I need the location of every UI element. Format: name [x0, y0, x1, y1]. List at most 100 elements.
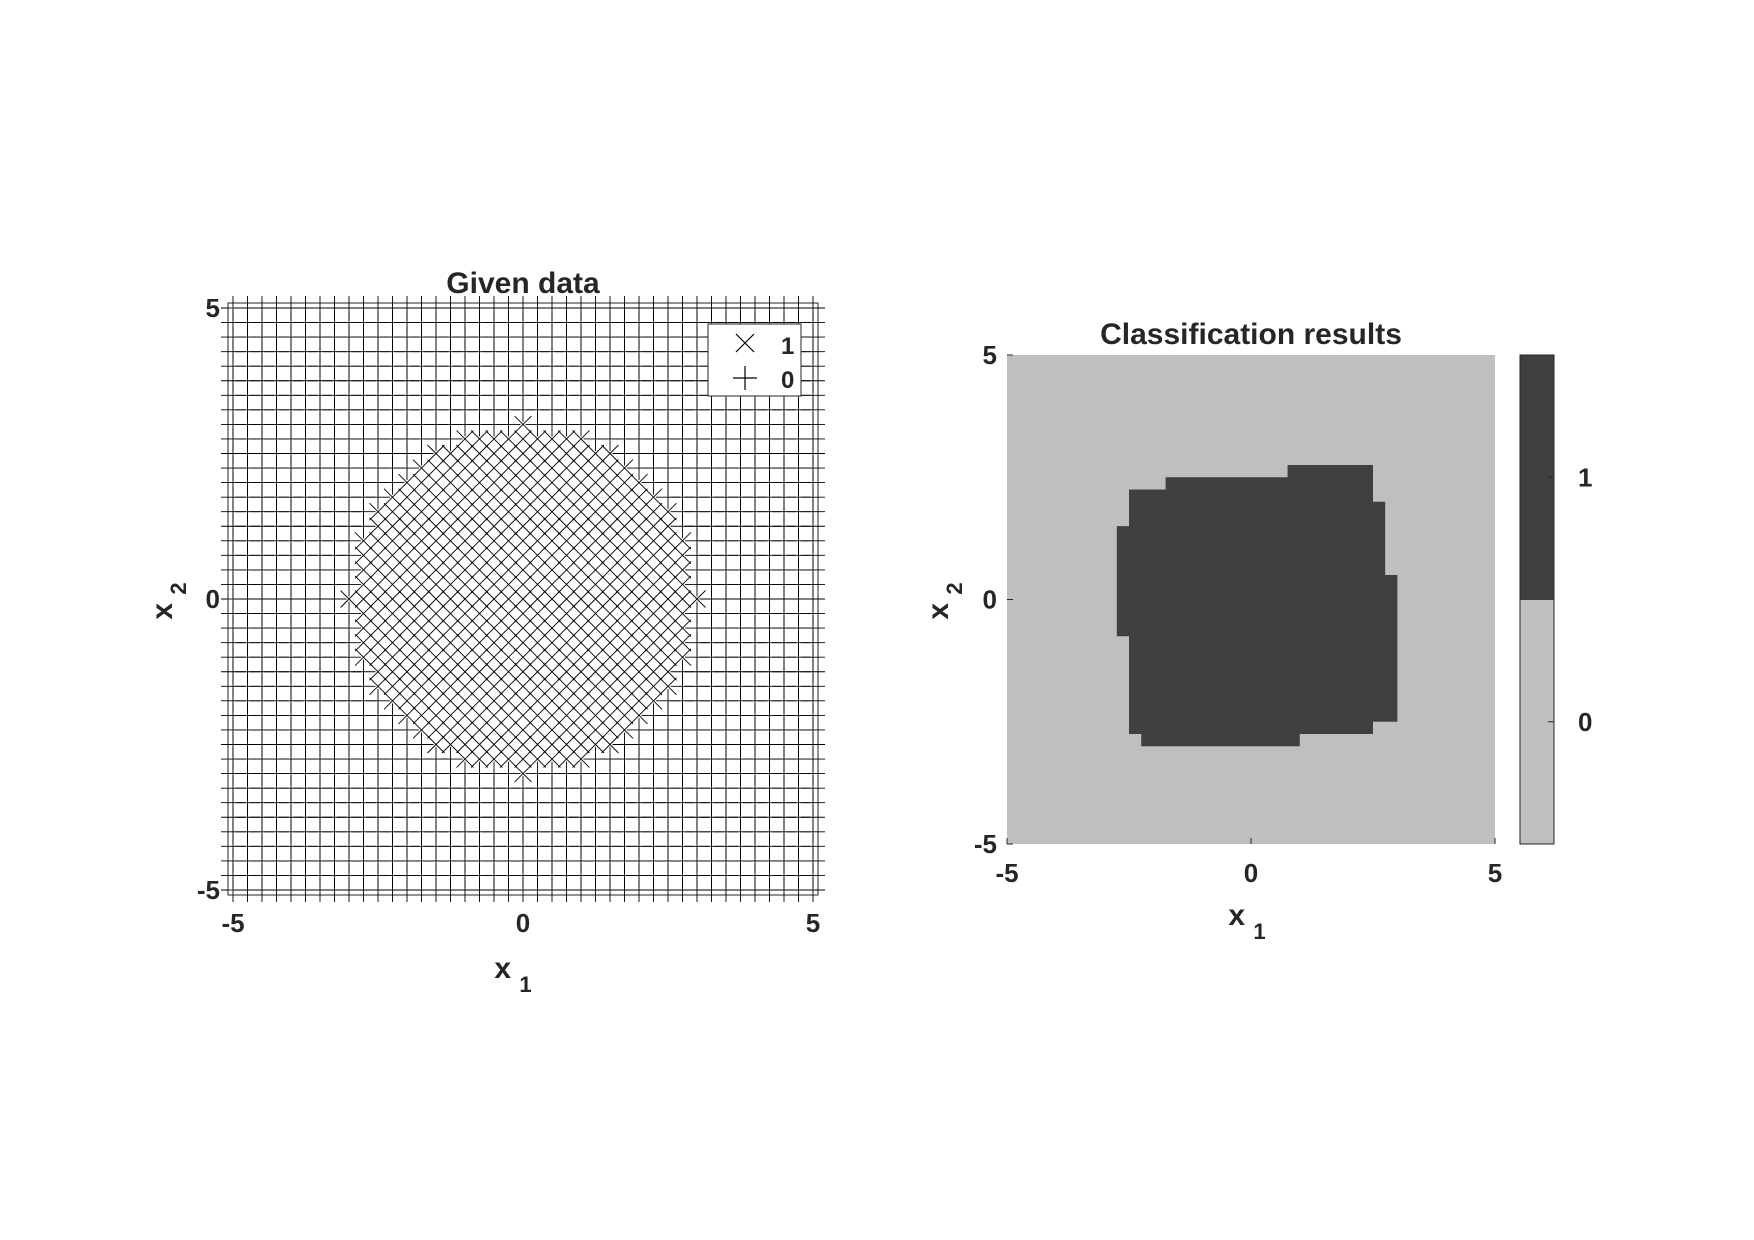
y-tick-label: 0 — [983, 585, 997, 615]
point-class-1 — [572, 546, 590, 565]
point-class-1 — [543, 444, 561, 463]
x-tick-label: -5 — [221, 908, 244, 938]
point-class-1 — [427, 444, 445, 463]
y-tick-label: -5 — [197, 875, 220, 905]
point-class-1 — [514, 633, 532, 652]
point-class-1 — [630, 604, 648, 623]
point-class-1 — [441, 531, 460, 550]
point-class-1 — [485, 430, 503, 448]
point-class-1 — [369, 546, 387, 565]
point-class-1 — [499, 677, 518, 696]
point-class-1 — [514, 531, 532, 550]
point-class-1 — [470, 561, 489, 579]
point-class-1 — [673, 561, 692, 579]
point-class-0 — [351, 659, 376, 684]
point-class-1 — [543, 561, 561, 579]
point-class-1 — [383, 590, 402, 608]
point-class-1 — [543, 590, 561, 608]
point-class-1 — [398, 604, 416, 623]
point-class-1 — [470, 590, 489, 608]
point-class-1 — [456, 546, 474, 565]
colorbar: 01 — [1519, 354, 1592, 845]
point-class-1 — [601, 662, 619, 681]
point-class-1 — [456, 633, 474, 652]
point-class-1 — [586, 735, 605, 754]
point-class-1 — [572, 531, 590, 550]
point-class-1 — [528, 531, 547, 550]
point-class-1 — [456, 561, 474, 579]
point-class-1 — [586, 633, 605, 652]
point-class-1 — [644, 619, 663, 637]
legend-box — [707, 323, 802, 397]
point-class-1 — [412, 692, 431, 710]
point-class-1 — [543, 662, 561, 681]
point-class-1 — [673, 604, 692, 623]
point-class-1 — [659, 517, 677, 536]
classification-results-title: Classification results — [1100, 318, 1402, 351]
point-class-1 — [427, 531, 445, 550]
point-class-1 — [644, 575, 663, 594]
point-class-1 — [398, 590, 416, 608]
point-class-1 — [615, 517, 634, 536]
given-data-ticks: -5 0 5 -5 0 5 — [197, 293, 820, 938]
point-class-1 — [485, 750, 503, 768]
point-class-1 — [543, 619, 561, 637]
point-class-1 — [644, 488, 663, 506]
point-class-1 — [514, 619, 532, 637]
point-class-1 — [644, 633, 663, 652]
point-class-1 — [470, 459, 489, 477]
point-class-1 — [470, 531, 489, 550]
point-class-1 — [514, 415, 532, 434]
point-class-1 — [528, 575, 547, 594]
point-class-1 — [427, 546, 445, 565]
point-class-1 — [456, 502, 474, 521]
point-class-1 — [514, 546, 532, 565]
point-class-1 — [470, 692, 489, 710]
point-class-1 — [586, 546, 605, 565]
point-class-1 — [369, 648, 387, 667]
point-class-1 — [586, 662, 605, 681]
point-class-1 — [499, 662, 518, 681]
point-class-1 — [354, 648, 373, 667]
point-class-1 — [659, 590, 677, 608]
point-class-1 — [441, 604, 460, 623]
point-class-1 — [383, 502, 402, 521]
point-class-1 — [369, 575, 387, 594]
point-class-1 — [557, 546, 576, 565]
point-class-1 — [427, 488, 445, 506]
point-class-1 — [557, 473, 576, 492]
point-class-1 — [572, 517, 590, 536]
point-class-1 — [441, 633, 460, 652]
point-class-1 — [499, 473, 518, 492]
point-class-1 — [557, 488, 576, 506]
point-class-1 — [354, 619, 373, 637]
point-class-1 — [528, 692, 547, 710]
point-class-1 — [630, 677, 648, 696]
point-class-1 — [441, 662, 460, 681]
point-class-1 — [383, 692, 402, 710]
point-class-1 — [499, 735, 518, 754]
point-class-1 — [383, 517, 402, 536]
point-class-0 — [337, 601, 361, 626]
point-class-0 — [438, 747, 463, 772]
point-class-1 — [543, 502, 561, 521]
point-class-1 — [514, 473, 532, 492]
point-class-1 — [499, 590, 518, 608]
point-class-1 — [514, 561, 532, 579]
point-class-1 — [499, 648, 518, 667]
point-class-1 — [470, 430, 489, 448]
point-class-1 — [572, 662, 590, 681]
point-class-1 — [354, 546, 373, 565]
point-class-1 — [644, 590, 663, 608]
legend-label-0: 0 — [781, 367, 794, 394]
point-class-1 — [586, 692, 605, 710]
point-class-1 — [557, 750, 576, 768]
point-class-1 — [586, 531, 605, 550]
point-class-1 — [543, 604, 561, 623]
point-class-1 — [441, 561, 460, 579]
point-class-1 — [354, 561, 373, 579]
point-class-1 — [412, 633, 431, 652]
point-class-1 — [615, 648, 634, 667]
point-class-1 — [557, 590, 576, 608]
given-data-ylabel: x 2 — [146, 582, 191, 619]
